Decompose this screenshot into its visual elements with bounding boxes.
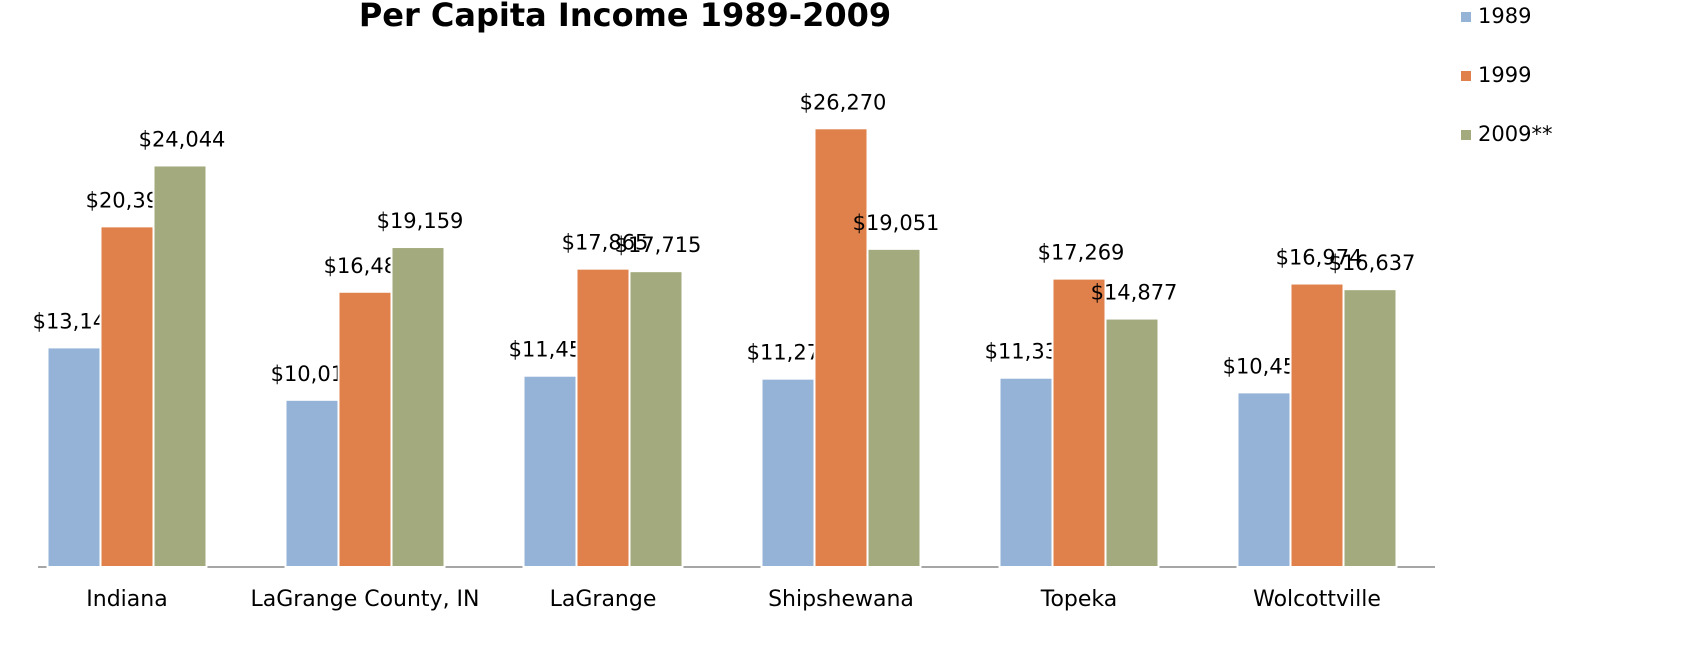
bar bbox=[99, 225, 155, 569]
bar bbox=[522, 374, 578, 568]
x-tick-label: LaGrange County, IN bbox=[250, 587, 479, 612]
data-label: $17,715 bbox=[615, 233, 702, 257]
bar bbox=[390, 246, 446, 568]
data-label: $19,159 bbox=[377, 209, 464, 233]
bar bbox=[46, 346, 102, 569]
chart-title: Per Capita Income 1989-2009 bbox=[359, 0, 891, 34]
x-tick-label: Wolcottville bbox=[1253, 587, 1381, 612]
x-tick-label: Indiana bbox=[86, 587, 167, 612]
bar bbox=[152, 164, 208, 568]
data-label: $14,877 bbox=[1091, 281, 1178, 305]
bar bbox=[284, 398, 340, 569]
legend-label: 1989 bbox=[1478, 4, 1531, 28]
legend-label: 2009** bbox=[1478, 122, 1552, 146]
data-label: $17,269 bbox=[1038, 241, 1125, 265]
bar bbox=[760, 377, 816, 569]
legend-swatch bbox=[1461, 130, 1471, 140]
bar bbox=[575, 267, 631, 568]
data-label: $16,637 bbox=[1329, 251, 1416, 275]
bar bbox=[628, 270, 684, 568]
bar bbox=[998, 376, 1054, 568]
bar bbox=[813, 127, 869, 569]
data-label: $19,051 bbox=[853, 211, 940, 235]
legend-swatch bbox=[1461, 12, 1471, 22]
bar bbox=[866, 247, 922, 568]
bar bbox=[1051, 277, 1107, 568]
legend-swatch bbox=[1461, 71, 1471, 81]
bar bbox=[1342, 288, 1398, 568]
x-tick-label: Topeka bbox=[1040, 587, 1118, 612]
data-label: $17,865 bbox=[562, 231, 649, 255]
legend-label: 1999 bbox=[1478, 63, 1531, 87]
data-label: $24,044 bbox=[139, 127, 226, 151]
bar bbox=[1289, 282, 1345, 568]
data-label: $26,270 bbox=[800, 90, 887, 114]
x-tick-label: Shipshewana bbox=[768, 587, 914, 612]
bar bbox=[337, 290, 393, 568]
x-tick-label: LaGrange bbox=[550, 587, 657, 612]
bar bbox=[1104, 317, 1160, 569]
bar bbox=[1236, 391, 1292, 568]
data-label: $16,974 bbox=[1276, 246, 1363, 270]
